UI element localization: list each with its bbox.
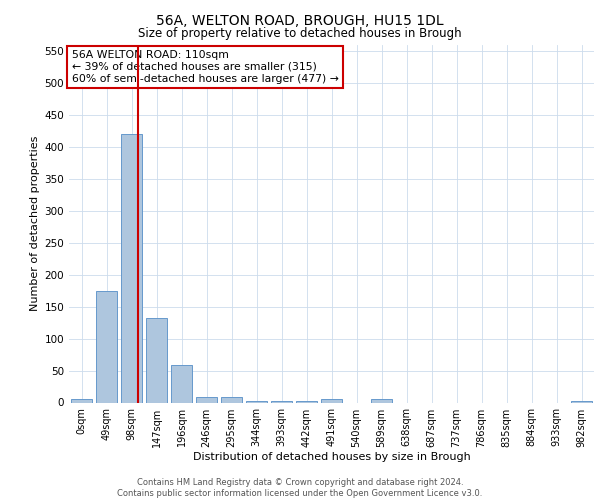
Text: Size of property relative to detached houses in Brough: Size of property relative to detached ho… [138, 28, 462, 40]
Bar [96, 291, 117, 403]
Bar [121, 134, 142, 402]
Bar [246, 400, 267, 402]
Text: Contains HM Land Registry data © Crown copyright and database right 2024.
Contai: Contains HM Land Registry data © Crown c… [118, 478, 482, 498]
Bar [296, 400, 317, 402]
Bar [71, 400, 92, 402]
X-axis label: Distribution of detached houses by size in Brough: Distribution of detached houses by size … [193, 452, 470, 462]
Text: 56A, WELTON ROAD, BROUGH, HU15 1DL: 56A, WELTON ROAD, BROUGH, HU15 1DL [156, 14, 444, 28]
Bar [371, 400, 392, 402]
Y-axis label: Number of detached properties: Number of detached properties [30, 136, 40, 312]
Bar [196, 398, 217, 402]
Text: 56A WELTON ROAD: 110sqm
← 39% of detached houses are smaller (315)
60% of semi-d: 56A WELTON ROAD: 110sqm ← 39% of detache… [71, 50, 338, 84]
Bar [321, 400, 342, 402]
Bar [221, 398, 242, 402]
Bar [146, 318, 167, 402]
Bar [171, 366, 192, 403]
Bar [571, 400, 592, 402]
Bar [271, 400, 292, 402]
